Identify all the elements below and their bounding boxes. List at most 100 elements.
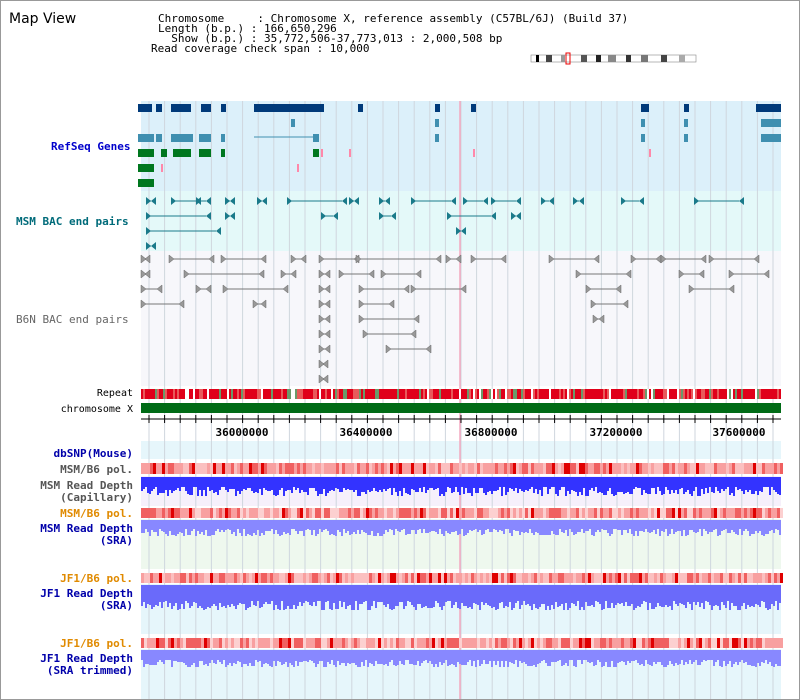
read-depth-bar bbox=[319, 650, 321, 661]
pol-heat-cell bbox=[159, 573, 162, 583]
read-depth-bar bbox=[153, 650, 155, 665]
read-depth-bar bbox=[631, 585, 633, 604]
pol-heat-cell bbox=[717, 508, 720, 518]
read-depth-bar bbox=[651, 477, 653, 488]
read-depth-bar bbox=[743, 520, 745, 531]
read-depth-bar bbox=[239, 477, 241, 494]
read-depth-bar bbox=[263, 520, 265, 535]
read-depth-bar bbox=[621, 520, 623, 535]
repeat-cell bbox=[183, 389, 185, 399]
repeat-cell bbox=[605, 389, 607, 399]
pol-heat-cell bbox=[330, 573, 333, 583]
pol-heat-cell bbox=[312, 508, 315, 518]
msm-b6-pol-capillary-label[interactable]: MSM/B6 pol. bbox=[60, 463, 133, 476]
read-depth-bar bbox=[349, 520, 351, 535]
pol-heat-cell bbox=[270, 508, 273, 518]
pol-heat-cell bbox=[702, 573, 705, 583]
read-depth-bar bbox=[251, 477, 253, 491]
read-depth-bar bbox=[679, 650, 681, 664]
read-depth-bar bbox=[587, 477, 589, 496]
read-depth-bar bbox=[355, 650, 357, 665]
repeat-cell bbox=[227, 389, 229, 399]
read-depth-bar bbox=[435, 477, 437, 489]
read-depth-bar bbox=[445, 520, 447, 531]
read-depth-bar bbox=[715, 477, 717, 487]
read-depth-bar bbox=[721, 520, 723, 531]
read-depth-bar bbox=[669, 585, 671, 606]
repeat-cell bbox=[343, 389, 345, 399]
read-depth-bar bbox=[395, 477, 397, 492]
pol-heat-cell bbox=[750, 573, 753, 583]
repeat-cell bbox=[731, 389, 733, 399]
pol-heat-cell bbox=[570, 463, 573, 474]
pol-heat-cell bbox=[147, 573, 150, 583]
read-depth-bar bbox=[461, 520, 463, 529]
pol-heat-cell bbox=[678, 508, 681, 518]
read-depth-bar bbox=[547, 520, 549, 535]
pol-heat-cell bbox=[711, 463, 714, 474]
read-depth-bar bbox=[765, 650, 767, 660]
read-depth-bar bbox=[573, 477, 575, 491]
repeat-cell bbox=[557, 389, 559, 399]
read-depth-bar bbox=[175, 520, 177, 536]
b6n-bac-end-pairs-label[interactable]: B6N BAC end pairs bbox=[16, 313, 129, 326]
pol-heat-cell bbox=[552, 463, 555, 474]
pol-heat-cell bbox=[639, 463, 642, 474]
repeat-cell bbox=[223, 389, 225, 399]
pol-heat-cell bbox=[381, 573, 384, 583]
repeat-cell bbox=[173, 389, 175, 399]
read-depth-bar bbox=[409, 477, 411, 495]
msm-b6-pol-sra-label[interactable]: MSM/B6 pol. bbox=[60, 507, 133, 520]
pol-heat-cell bbox=[207, 508, 210, 518]
read-depth-bar bbox=[363, 650, 365, 666]
read-depth-bar bbox=[207, 650, 209, 666]
repeat-cell bbox=[589, 389, 591, 399]
pol-heat-cell bbox=[714, 573, 717, 583]
repeat-cell bbox=[169, 389, 171, 399]
pol-heat-cell bbox=[309, 638, 312, 648]
pol-heat-cell bbox=[222, 508, 225, 518]
read-depth-bar bbox=[647, 477, 649, 494]
read-depth-bar bbox=[331, 650, 333, 660]
pol-heat-cell bbox=[747, 638, 750, 648]
read-depth-bar bbox=[297, 650, 299, 666]
msm-read-depth-sra-label[interactable]: MSM Read Depth bbox=[40, 522, 133, 535]
refseq-genes-label[interactable]: RefSeq Genes bbox=[51, 140, 131, 153]
msm-read-depth-capillary-label[interactable]: MSM Read Depth bbox=[40, 479, 133, 492]
pol-heat-cell bbox=[324, 573, 327, 583]
read-depth-bar bbox=[573, 585, 575, 604]
repeat-cell bbox=[297, 389, 299, 399]
jf1-b6-pol-label[interactable]: JF1/B6 pol. bbox=[60, 572, 133, 585]
read-depth-bar bbox=[367, 477, 369, 490]
read-depth-bar bbox=[675, 520, 677, 532]
read-depth-bar bbox=[697, 585, 699, 602]
jf1-read-depth-trimmed-label[interactable]: JF1 Read Depth bbox=[40, 652, 133, 665]
pol-heat-cell bbox=[333, 463, 336, 474]
repeat-cell bbox=[411, 389, 413, 399]
read-depth-bar bbox=[731, 520, 733, 530]
pol-heat-cell bbox=[306, 573, 309, 583]
read-depth-bar bbox=[305, 585, 307, 601]
msm-bac-end-pairs-label[interactable]: MSM BAC end pairs bbox=[16, 215, 129, 228]
read-depth-bar bbox=[205, 650, 207, 664]
read-depth-bar bbox=[231, 585, 233, 604]
read-depth-bar bbox=[437, 585, 439, 603]
read-depth-bar bbox=[455, 585, 457, 602]
jf1-b6-pol-2-label[interactable]: JF1/B6 pol. bbox=[60, 637, 133, 650]
jf1-read-depth-sra-label[interactable]: JF1 Read Depth bbox=[40, 587, 133, 600]
read-depth-bar bbox=[365, 520, 367, 533]
repeat-cell bbox=[349, 389, 351, 399]
dbsnp-label[interactable]: dbSNP(Mouse) bbox=[53, 447, 133, 460]
pol-heat-cell bbox=[390, 638, 393, 648]
read-depth-bar bbox=[397, 585, 399, 606]
read-depth-bar bbox=[245, 585, 247, 610]
pol-heat-cell bbox=[276, 463, 279, 474]
refseq-gene bbox=[221, 104, 226, 112]
pol-heat-cell bbox=[294, 573, 297, 583]
repeat-cell bbox=[339, 389, 341, 399]
pol-heat-cell bbox=[675, 463, 678, 474]
pol-heat-cell bbox=[687, 508, 690, 518]
read-depth-bar bbox=[211, 650, 213, 660]
repeat-cell bbox=[145, 389, 147, 399]
